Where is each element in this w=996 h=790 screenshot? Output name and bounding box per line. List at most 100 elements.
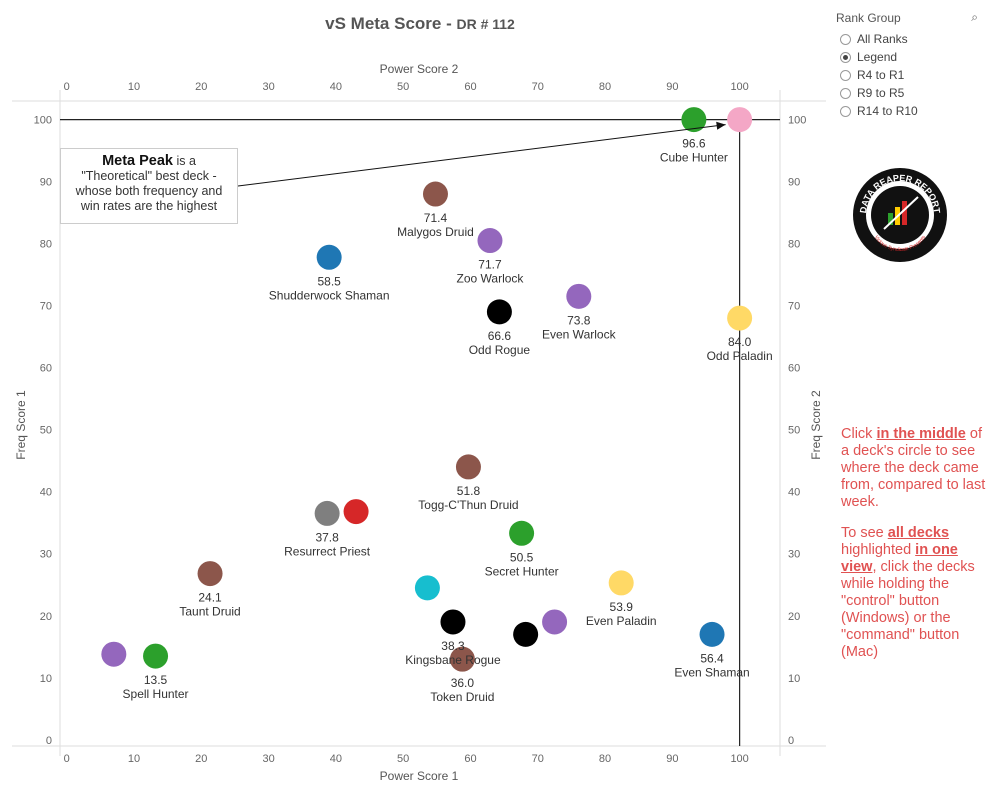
x-tick-label: 40: [330, 753, 342, 765]
deck-point[interactable]: [422, 181, 448, 207]
note-text: Click: [841, 426, 877, 442]
deck-score-label: 38.3: [441, 639, 465, 653]
rank-option-label: R4 to R1: [857, 68, 905, 82]
y-tick-label: 40: [40, 487, 52, 499]
callout-text-1: is a: [173, 154, 196, 168]
chart-title-main: vS Meta Score -: [325, 14, 457, 33]
x-tick-label: 80: [599, 753, 611, 765]
deck-score-label: 56.4: [700, 651, 724, 665]
deck-score-label: 84.0: [728, 335, 752, 349]
data-reaper-logo: DATA REAPER REPORT Vicious Syndicate Pre…: [853, 168, 947, 262]
y-tick-label: 10: [40, 673, 52, 685]
deck-point[interactable]: [414, 575, 440, 601]
deck-name-label: Resurrect Priest: [284, 544, 371, 558]
deck-point[interactable]: [513, 621, 539, 647]
deck-point[interactable]: [343, 499, 369, 525]
y-axis-label: Freq Score 1: [14, 390, 28, 460]
instruction-note: Click in the middle of a deck's circle t…: [841, 426, 991, 675]
x-tick-label-top: 0: [64, 81, 70, 93]
y-tick-label: 60: [40, 363, 52, 375]
deck-name-label: Shudderwock Shaman: [269, 288, 390, 302]
rank-option-label: R14 to R10: [857, 104, 918, 118]
x-tick-label: 60: [464, 753, 476, 765]
y-tick-label-right: 90: [788, 177, 800, 189]
deck-point[interactable]: [101, 641, 127, 667]
x-tick-label-top: 100: [730, 81, 748, 93]
deck-name-label: Token Druid: [430, 690, 494, 704]
deck-point[interactable]: [681, 107, 707, 133]
y-axis-label-right: Freq Score 2: [809, 390, 823, 460]
deck-name-label: Spell Hunter: [123, 687, 189, 701]
deck-point[interactable]: [314, 500, 340, 526]
search-icon[interactable]: ⌕: [971, 10, 978, 24]
deck-score-label: 71.7: [478, 258, 502, 272]
y-tick-label-right: 50: [788, 425, 800, 437]
deck-point[interactable]: [566, 283, 592, 309]
meta-peak-callout: Meta Peak is a "Theoretical" best deck -…: [60, 148, 238, 224]
y-tick-label: 0: [46, 735, 52, 747]
rank-option-legend[interactable]: Legend: [836, 48, 986, 66]
deck-point[interactable]: [440, 609, 466, 635]
deck-point[interactable]: [449, 646, 475, 672]
deck-score-label: 13.5: [144, 673, 168, 687]
deck-point[interactable]: [455, 454, 481, 480]
deck-score-label: 50.5: [510, 550, 534, 564]
radio-button[interactable]: [840, 87, 851, 99]
rank-option-label: R9 to R5: [857, 86, 905, 100]
deck-point[interactable]: [197, 561, 223, 587]
rank-group-filter: Rank Group ⌕ All Ranks Legend R4 to R1 R9 t…: [836, 10, 986, 120]
x-tick-label: 10: [128, 753, 140, 765]
deck-name-label: Even Paladin: [586, 614, 657, 628]
deck-point[interactable]: [486, 299, 512, 325]
rank-option-label: All Ranks: [857, 32, 908, 46]
rank-group-title: Rank Group: [836, 10, 901, 25]
radio-button[interactable]: [840, 51, 851, 63]
deck-score-label: 51.8: [457, 484, 481, 498]
note-emphasis: in one view: [841, 542, 958, 575]
deck-score-label: 96.6: [682, 137, 706, 151]
deck-point[interactable]: [316, 244, 342, 270]
note-text: To see: [841, 525, 888, 541]
radio-button[interactable]: [840, 105, 851, 117]
rank-option-r9-to-r5[interactable]: R9 to R5: [836, 84, 986, 102]
x-tick-label: 70: [532, 753, 544, 765]
x-tick-label-top: 10: [128, 81, 140, 93]
deck-point[interactable]: [727, 107, 753, 133]
deck-name-label: Secret Hunter: [485, 564, 559, 578]
x-tick-label-top: 20: [195, 81, 207, 93]
callout-text-3: whose both frequency and: [75, 184, 223, 198]
deck-point[interactable]: [608, 570, 634, 596]
chart-title-sub: DR # 112: [456, 16, 515, 32]
callout-text-2: "Theoretical" best deck -: [81, 169, 217, 183]
y-tick-label: 90: [40, 177, 52, 189]
rank-option-r14-to-r10[interactable]: R14 to R10: [836, 102, 986, 120]
note-paragraph-1: Click in the middle of a deck's circle t…: [841, 426, 991, 511]
callout-bold: Meta Peak: [102, 153, 173, 169]
rank-option-all-ranks[interactable]: All Ranks: [836, 30, 986, 48]
radio-button[interactable]: [840, 69, 851, 81]
deck-point[interactable]: [477, 228, 503, 254]
note-text: of a deck's circle to see where the deck…: [841, 426, 986, 510]
rank-option-label: Legend: [857, 50, 898, 64]
x-tick-label-top: 60: [464, 81, 476, 93]
deck-score-label: 24.1: [198, 591, 222, 605]
x-tick-label: 100: [730, 753, 748, 765]
x-tick-label-top: 90: [666, 81, 678, 93]
deck-score-label: 73.8: [567, 313, 591, 327]
radio-button[interactable]: [840, 33, 851, 45]
deck-point[interactable]: [727, 305, 753, 331]
note-text: , click the decks while holding the "con…: [841, 559, 975, 660]
deck-point[interactable]: [699, 621, 725, 647]
note-emphasis: all decks: [887, 525, 950, 541]
note-emphasis: in the middle: [876, 426, 966, 442]
y-tick-label: 50: [40, 425, 52, 437]
deck-score-label: 36.0: [451, 676, 475, 690]
deck-point[interactable]: [143, 643, 169, 669]
deck-point[interactable]: [542, 609, 568, 635]
y-tick-label-right: 0: [788, 735, 794, 747]
deck-score-label: 37.8: [315, 530, 339, 544]
deck-point[interactable]: [509, 520, 535, 546]
y-tick-label-right: 40: [788, 487, 800, 499]
rank-option-r4-to-r1[interactable]: R4 to R1: [836, 66, 986, 84]
